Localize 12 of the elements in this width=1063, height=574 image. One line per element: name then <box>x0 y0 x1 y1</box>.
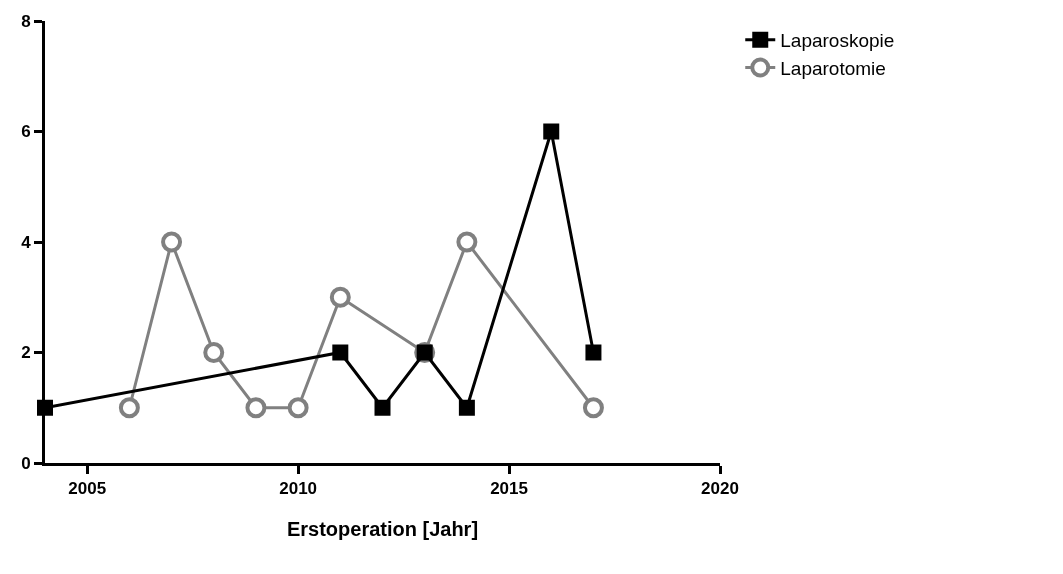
y-tick-label: 4 <box>21 232 32 252</box>
y-tick-label: 8 <box>21 11 31 31</box>
x-tick-label: 2005 <box>68 479 107 499</box>
x-tick-label: 2010 <box>279 479 318 499</box>
legend-label: Laparoskopie <box>780 30 895 52</box>
x-tick-label: 2020 <box>701 479 739 499</box>
y-tick-label: 6 <box>21 122 31 142</box>
x-tick-label: 2015 <box>490 479 528 499</box>
y-tick-label: 2 <box>21 343 31 363</box>
y-tick-label: 0 <box>21 453 31 473</box>
legend-label: Laparotomie <box>780 57 886 79</box>
x-axis-title: Erstoperation [Jahr] <box>286 517 479 540</box>
